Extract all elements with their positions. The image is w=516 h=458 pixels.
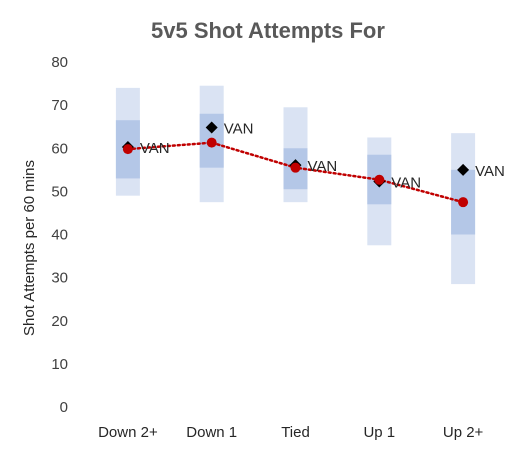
y-tick-label: 60 <box>51 140 68 157</box>
y-axis-label: Shot Attempts per 60 mins <box>21 160 38 336</box>
data-label: VAN <box>308 158 338 175</box>
circle-marker <box>290 162 301 173</box>
x-ticks: Down 2+ Down 1 Tied Up 1 Up 2+ <box>98 424 483 441</box>
y-tick-label: 10 <box>51 356 68 373</box>
data-label: VAN <box>391 174 421 191</box>
point-labels: VAN VAN VAN VAN VAN <box>140 121 505 192</box>
y-tick-label: 80 <box>51 54 68 71</box>
y-tick-label: 50 <box>51 183 68 200</box>
circle-marker <box>122 144 133 155</box>
y-tick-label: 40 <box>51 227 68 244</box>
data-label: VAN <box>140 140 170 157</box>
circle-marker <box>458 197 469 208</box>
data-label: VAN <box>475 163 505 180</box>
series-points <box>121 121 470 208</box>
circle-marker <box>374 174 385 185</box>
y-tick-label: 30 <box>51 270 68 287</box>
circle-marker <box>206 137 217 148</box>
x-category-label: Down 1 <box>186 424 237 441</box>
y-tick-label: 70 <box>51 97 68 114</box>
y-tick-label: 20 <box>51 313 68 330</box>
x-category-label: Up 1 <box>363 424 395 441</box>
x-category-label: Up 2+ <box>443 424 484 441</box>
chart-title: 5v5 Shot Attempts For <box>151 18 385 43</box>
diamond-marker <box>457 163 470 176</box>
y-ticks: 0 10 20 30 40 50 60 70 80 <box>51 54 68 416</box>
y-tick-label: 0 <box>60 399 68 416</box>
data-label: VAN <box>224 121 254 138</box>
range-bands <box>115 85 476 285</box>
x-category-label: Down 2+ <box>98 424 158 441</box>
diamond-marker <box>205 121 218 134</box>
x-category-label: Tied <box>281 424 310 441</box>
